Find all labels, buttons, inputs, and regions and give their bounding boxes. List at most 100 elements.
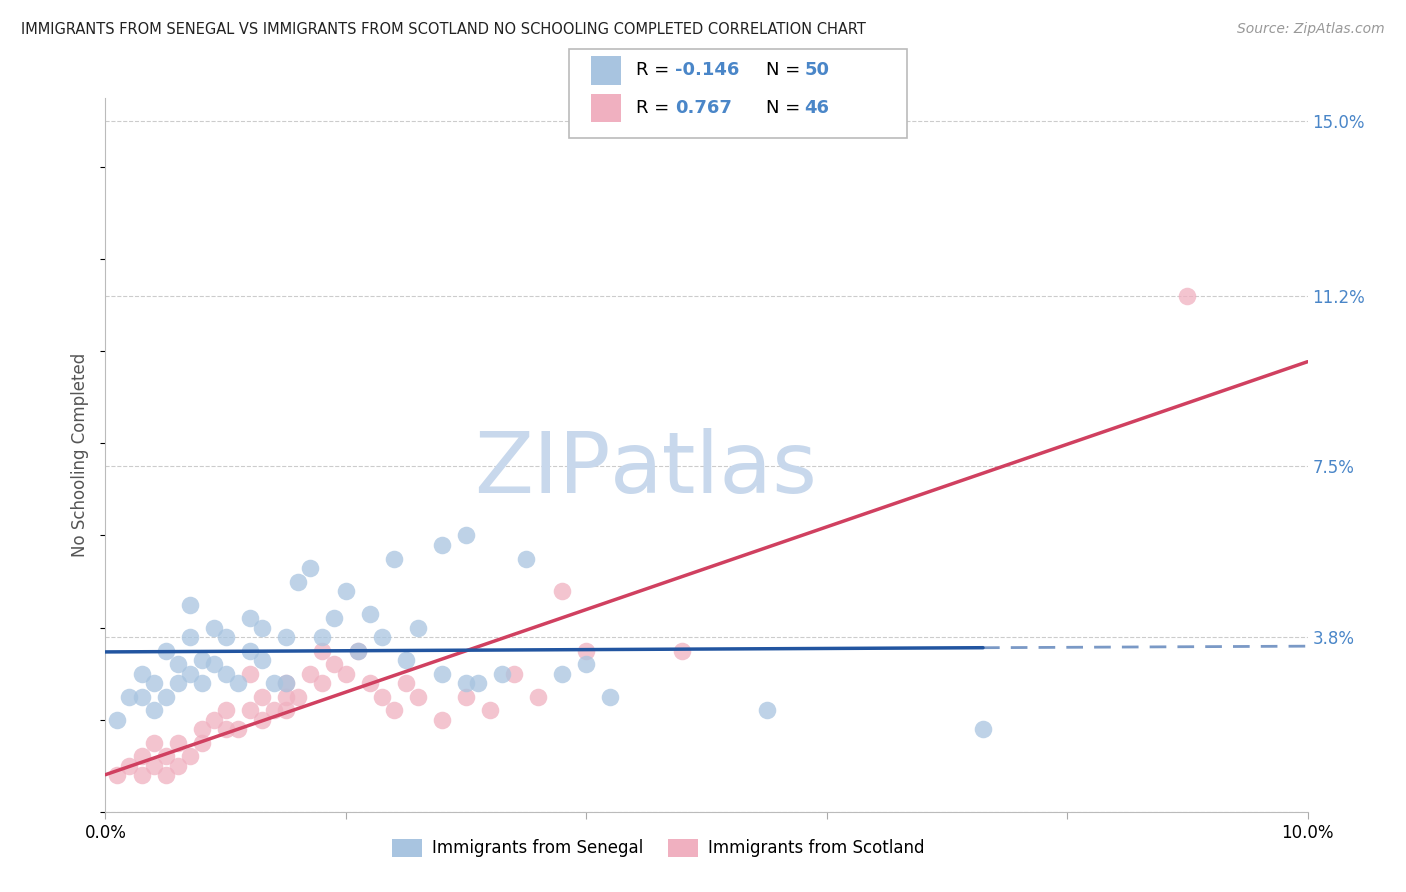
Point xyxy=(202,657,225,672)
Point xyxy=(166,758,188,772)
Text: R =: R = xyxy=(636,99,681,117)
Point xyxy=(454,690,477,704)
Point xyxy=(335,666,357,681)
Text: N =: N = xyxy=(766,99,806,117)
Point xyxy=(202,621,225,635)
Point xyxy=(263,703,285,717)
Point xyxy=(335,583,357,598)
Y-axis label: No Schooling Completed: No Schooling Completed xyxy=(72,353,90,557)
Point xyxy=(179,749,201,764)
Point xyxy=(311,630,333,644)
Point xyxy=(214,722,236,736)
Point xyxy=(131,690,153,704)
Point xyxy=(322,611,344,625)
Point xyxy=(382,551,405,566)
Point xyxy=(551,583,574,598)
Point xyxy=(359,607,381,621)
Point xyxy=(395,675,418,690)
Point xyxy=(467,675,489,690)
Point xyxy=(311,675,333,690)
Point xyxy=(107,713,129,727)
Text: atlas: atlas xyxy=(610,427,818,511)
Text: N =: N = xyxy=(766,62,806,79)
Point xyxy=(298,560,321,574)
Point xyxy=(382,703,405,717)
Point xyxy=(155,690,177,704)
Point xyxy=(250,621,273,635)
Point xyxy=(311,643,333,657)
Point xyxy=(274,675,297,690)
Point xyxy=(142,736,165,750)
Point xyxy=(430,713,453,727)
Point xyxy=(599,690,621,704)
Text: 0.767: 0.767 xyxy=(675,99,731,117)
Point xyxy=(226,722,249,736)
Point xyxy=(406,690,429,704)
Point xyxy=(239,666,262,681)
Point xyxy=(239,643,262,657)
Point xyxy=(118,690,141,704)
Point xyxy=(166,736,188,750)
Point xyxy=(287,690,309,704)
Legend: Immigrants from Senegal, Immigrants from Scotland: Immigrants from Senegal, Immigrants from… xyxy=(385,832,931,864)
Point xyxy=(118,758,141,772)
Text: 50: 50 xyxy=(804,62,830,79)
Point xyxy=(347,643,370,657)
Point xyxy=(179,666,201,681)
Point xyxy=(166,675,188,690)
Point xyxy=(202,713,225,727)
Text: ZIP: ZIP xyxy=(474,427,610,511)
Point xyxy=(454,528,477,542)
Point xyxy=(239,703,262,717)
Point xyxy=(575,657,598,672)
Point xyxy=(551,666,574,681)
Point xyxy=(527,690,550,704)
Point xyxy=(359,675,381,690)
Point xyxy=(142,758,165,772)
Point xyxy=(1175,289,1198,303)
Point xyxy=(395,653,418,667)
Point xyxy=(214,630,236,644)
Point xyxy=(406,621,429,635)
Point xyxy=(515,551,537,566)
Point xyxy=(107,768,129,782)
Point xyxy=(287,574,309,589)
Point xyxy=(755,703,778,717)
Point xyxy=(479,703,502,717)
Point xyxy=(179,630,201,644)
Point xyxy=(371,690,394,704)
Text: 46: 46 xyxy=(804,99,830,117)
Point xyxy=(274,675,297,690)
Point xyxy=(250,713,273,727)
Point xyxy=(131,768,153,782)
Point xyxy=(671,643,693,657)
Point xyxy=(503,666,526,681)
Point xyxy=(190,722,212,736)
Point xyxy=(190,736,212,750)
Point xyxy=(190,653,212,667)
Point xyxy=(298,666,321,681)
Point xyxy=(142,703,165,717)
Text: -0.146: -0.146 xyxy=(675,62,740,79)
Point xyxy=(155,768,177,782)
Point xyxy=(274,703,297,717)
Text: Source: ZipAtlas.com: Source: ZipAtlas.com xyxy=(1237,22,1385,37)
Point xyxy=(155,749,177,764)
Point xyxy=(322,657,344,672)
Point xyxy=(214,703,236,717)
Point xyxy=(491,666,513,681)
Point xyxy=(347,643,370,657)
Point xyxy=(575,643,598,657)
Point xyxy=(430,538,453,552)
Point xyxy=(214,666,236,681)
Point xyxy=(454,675,477,690)
Point xyxy=(972,722,994,736)
Point xyxy=(430,666,453,681)
Point xyxy=(250,690,273,704)
Point xyxy=(239,611,262,625)
Point xyxy=(179,598,201,612)
Point xyxy=(226,675,249,690)
Point xyxy=(274,690,297,704)
Text: R =: R = xyxy=(636,62,675,79)
Point xyxy=(250,653,273,667)
